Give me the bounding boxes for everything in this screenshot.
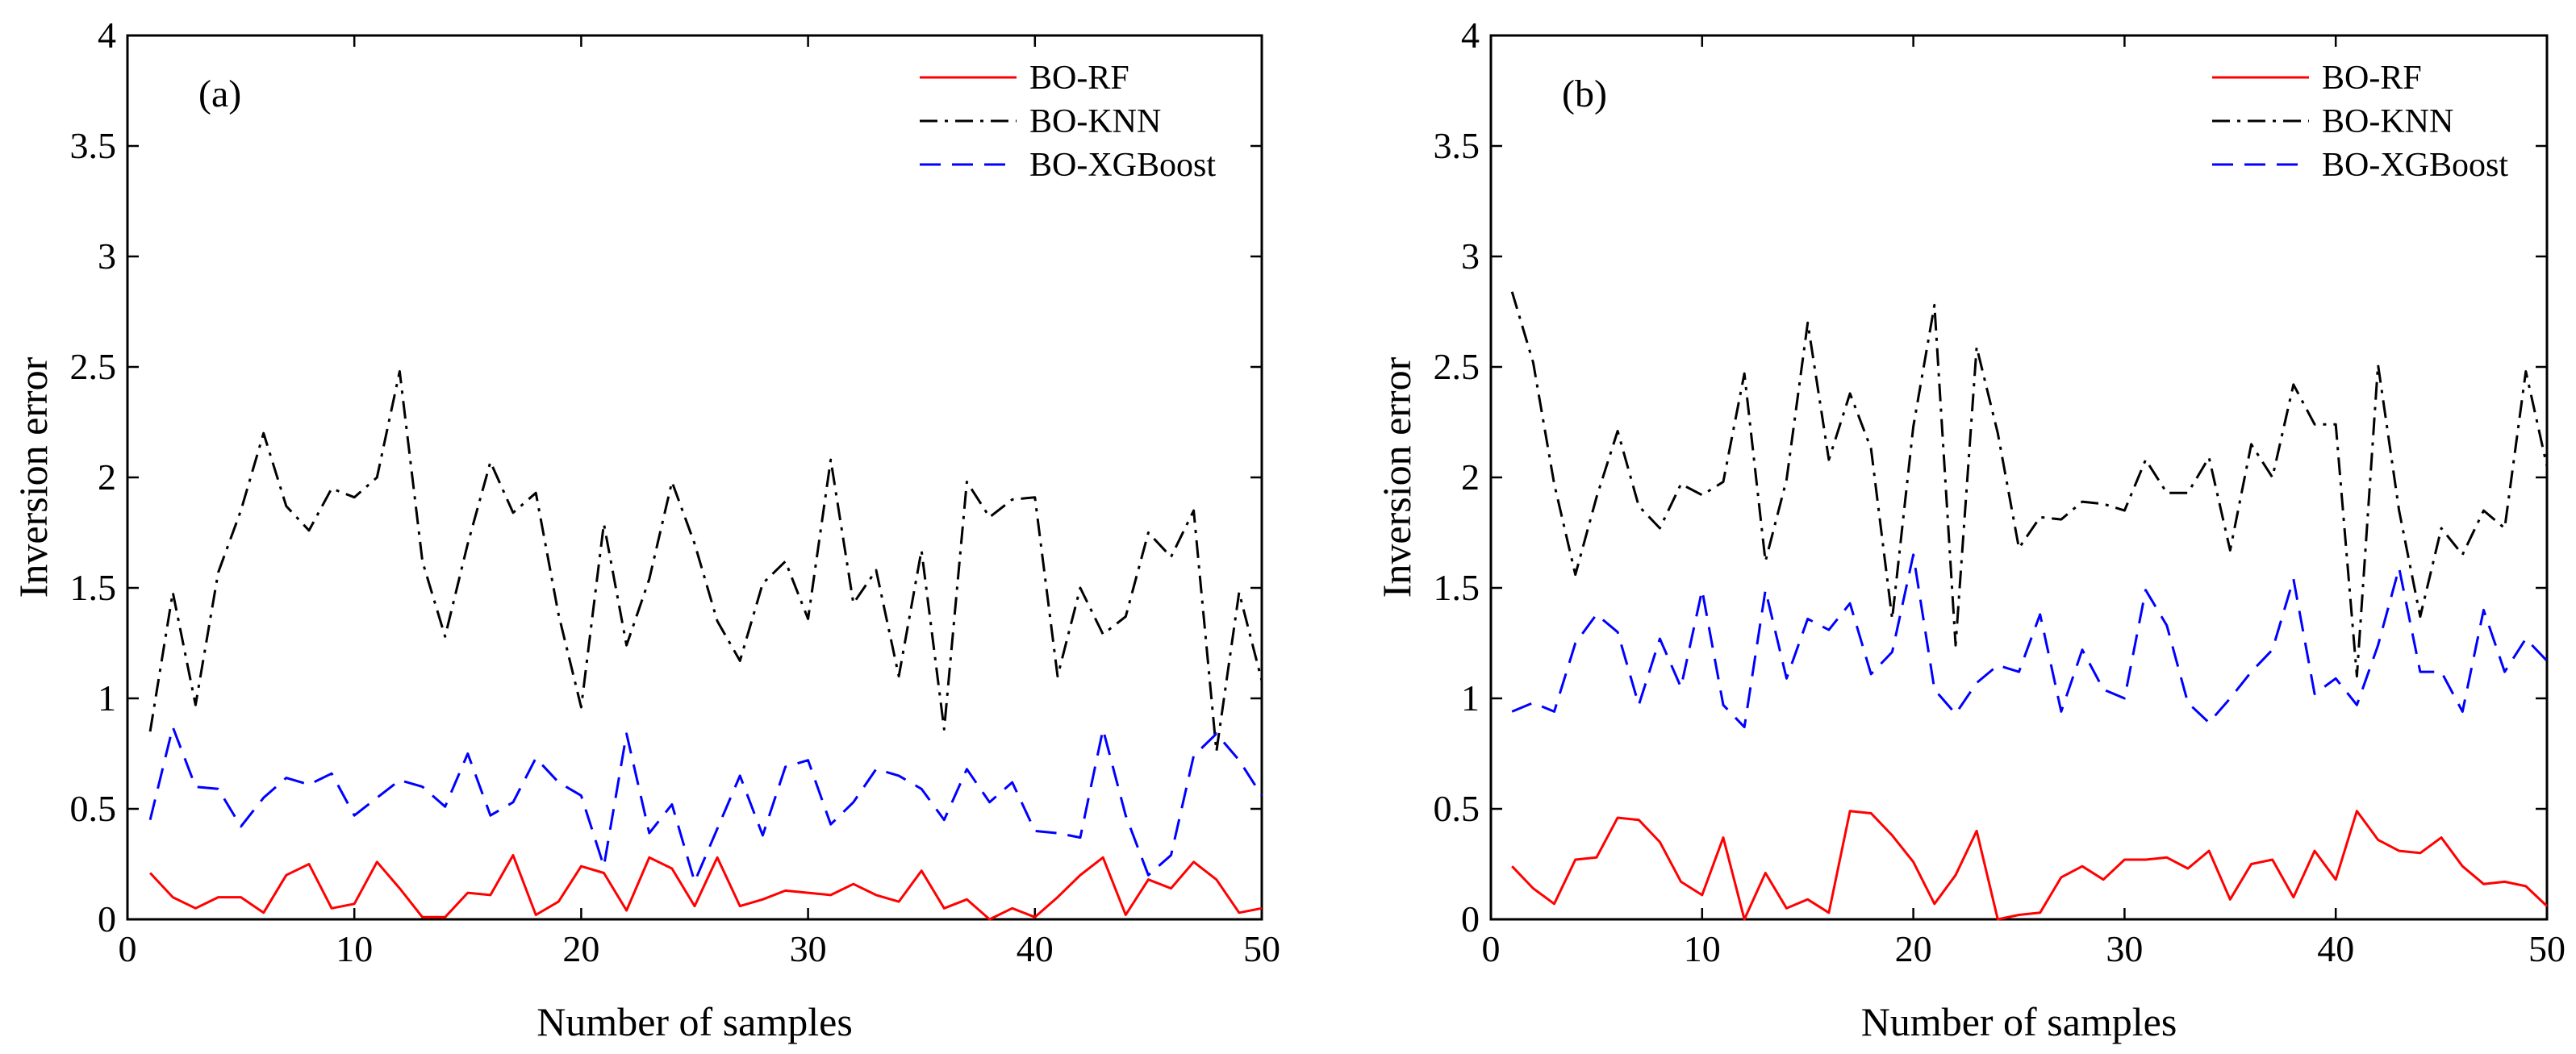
series-line-bo-xgboost: [1511, 553, 2549, 729]
y-tick-label: 0.5: [1434, 788, 1480, 829]
legend: BO-RF BO-KNN BO-XGBoost: [2212, 60, 2508, 184]
chart-panel-a: 0 10 20 30 40 50 0 0.5 1 1.5 2 2.5 3 3.5 4 Number of sa…: [10, 15, 1280, 1044]
y-tick-label: 4: [1461, 15, 1480, 56]
x-tick-label: 20: [1895, 928, 1932, 969]
x-tick-label: 50: [1243, 928, 1280, 969]
x-tick-label: 0: [1482, 928, 1501, 969]
legend-label: BO-KNN: [1029, 103, 1161, 140]
y-tick-label: 2.5: [1434, 346, 1480, 387]
y-tick-label: 3: [98, 235, 116, 277]
y-tick-label: 2: [1461, 456, 1480, 498]
y-tick-label: 4: [98, 15, 116, 56]
series-line-bo-rf: [1511, 810, 2549, 921]
x-tick-label: 40: [1017, 928, 1054, 969]
legend-label: BO-RF: [2322, 60, 2422, 97]
y-tick-label: 1: [1461, 677, 1480, 719]
y-tick-label: 2: [98, 456, 116, 498]
x-tick-label: 20: [562, 928, 599, 969]
y-tick-label: 0.5: [70, 788, 117, 829]
series-line-bo-knn: [1510, 291, 2549, 678]
x-tick-label: 10: [336, 928, 373, 969]
y-tick-label: 3.5: [70, 125, 117, 166]
series-line-bo-xgboost: [148, 726, 1263, 883]
chart-panel-b: 0 10 20 30 40 50 0 0.5 1 1.5 2 2.5 3 3.5 4 Number of sa…: [1374, 15, 2566, 1044]
y-tick-label: 1.5: [1434, 567, 1480, 608]
y-tick-label: 1.5: [70, 567, 117, 608]
x-tick-label: 0: [119, 928, 137, 969]
x-tick-label: 50: [2528, 928, 2566, 969]
legend-label: BO-RF: [1029, 60, 1129, 97]
y-tick-label: 0: [1461, 898, 1480, 939]
x-tick-label: 10: [1684, 928, 1721, 969]
y-tick-label: 1: [98, 677, 116, 719]
legend: BO-RF BO-KNN BO-XGBoost: [920, 60, 1216, 184]
x-tick-label: 30: [2106, 928, 2143, 969]
x-axis-label: Number of samples: [536, 999, 853, 1044]
y-axis-label: Inversion error: [1374, 356, 1419, 598]
panel-label: (b): [1562, 73, 1607, 115]
y-tick-label: 2.5: [70, 346, 117, 387]
y-tick-label: 0: [98, 898, 116, 939]
legend-label: BO-XGBoost: [2322, 147, 2508, 184]
y-tick-label: 3.5: [1434, 125, 1480, 166]
x-tick-label: 40: [2317, 928, 2354, 969]
legend-label: BO-KNN: [2322, 103, 2453, 140]
x-axis-label: Number of samples: [1861, 999, 2177, 1044]
y-tick-label: 3: [1461, 235, 1480, 277]
y-axis-label: Inversion error: [10, 356, 56, 598]
legend-label: BO-XGBoost: [1029, 147, 1216, 184]
x-tick-label: 30: [790, 928, 827, 969]
panel-label: (a): [198, 73, 241, 115]
series-line-bo-rf: [149, 854, 1263, 921]
